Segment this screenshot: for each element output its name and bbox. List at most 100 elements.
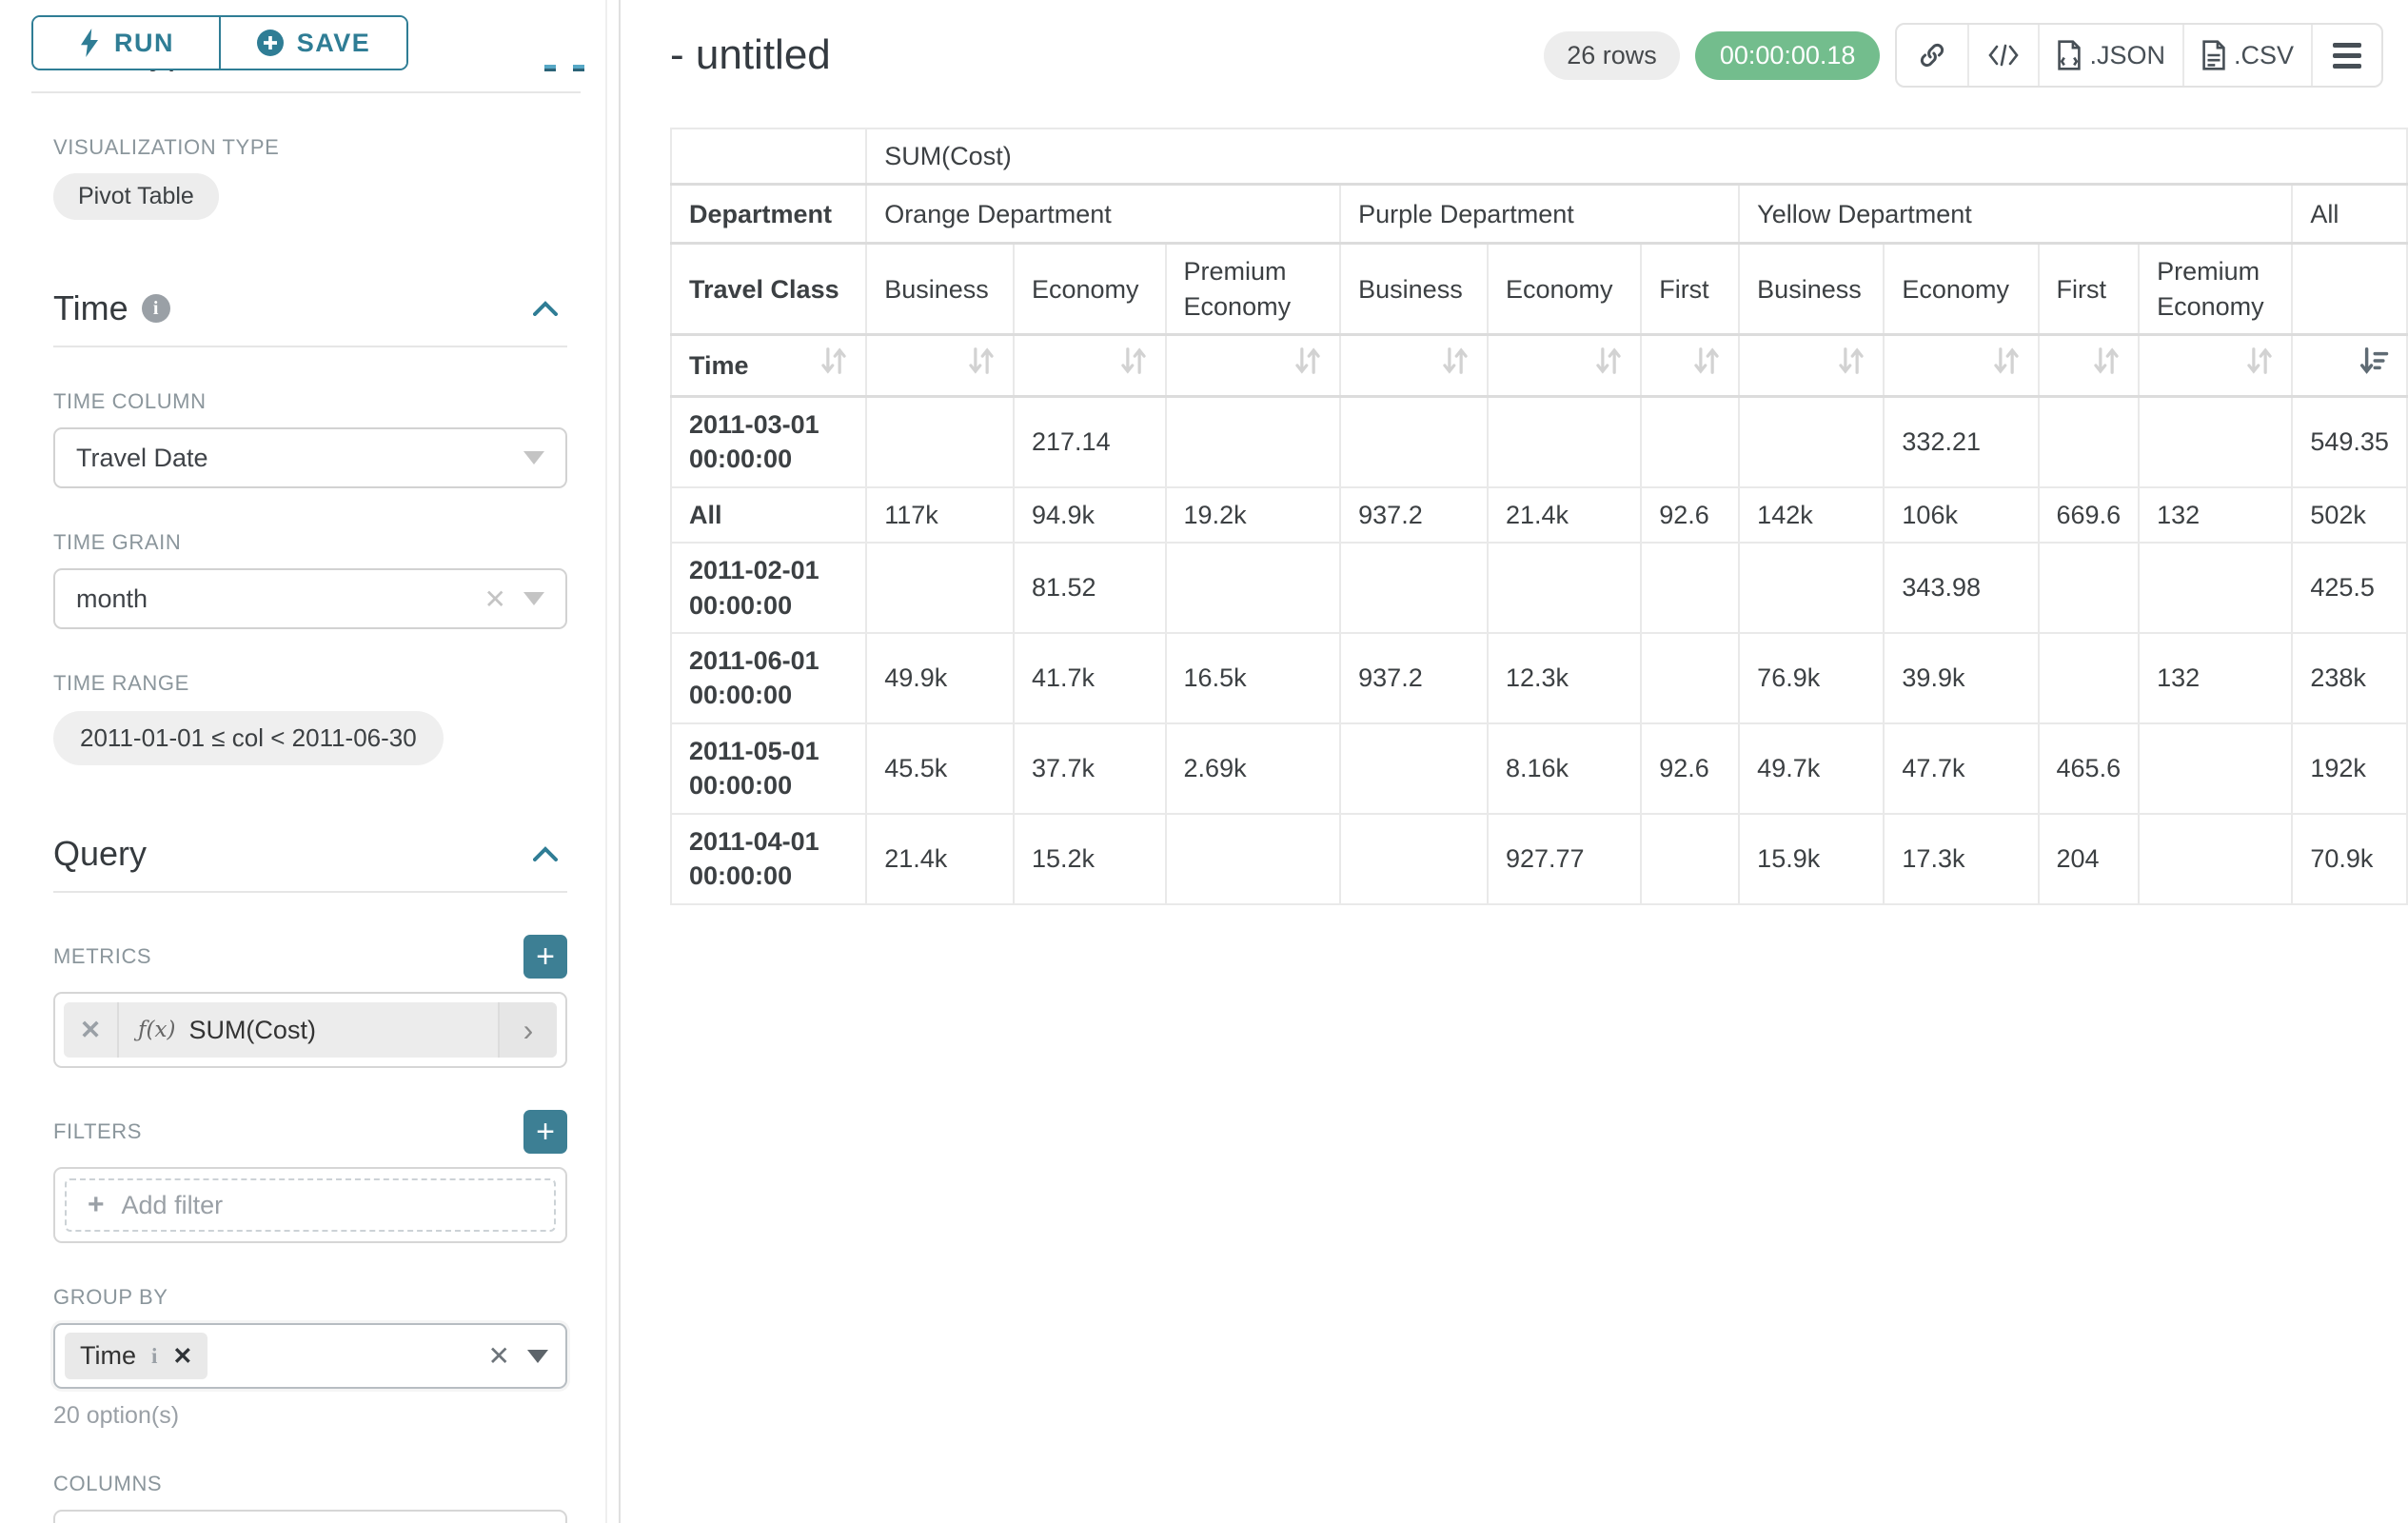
value-cell: 92.6 <box>1640 485 1741 544</box>
sort-icon[interactable] <box>865 333 1015 398</box>
value-cell: 937.2 <box>1339 485 1489 544</box>
value-cell: 2.69k <box>1164 722 1342 815</box>
class-header: Business <box>1738 242 1885 337</box>
scrolled-icon-fragment <box>573 65 584 71</box>
value-cell <box>1164 542 1342 634</box>
group-by-select[interactable]: Time i ✕ ✕ <box>53 1323 567 1389</box>
value-cell: 12.3k <box>1486 631 1643 724</box>
export-csv-button[interactable]: .CSV <box>2181 25 2311 86</box>
fx-icon: ƒ(x) <box>138 1018 176 1042</box>
value-cell <box>1339 395 1489 488</box>
time-axis-label[interactable]: Time <box>669 333 868 398</box>
time-grain-value: month <box>76 583 148 613</box>
link-icon <box>1921 43 1944 68</box>
sort-icon[interactable] <box>2138 333 2294 398</box>
remove-tag-icon[interactable]: ✕ <box>172 1342 193 1370</box>
save-button[interactable]: SAVE <box>221 17 406 69</box>
group-header: All <box>2291 183 2408 246</box>
sort-icon[interactable] <box>2291 333 2408 398</box>
time-column-select[interactable]: Travel Date <box>53 427 567 488</box>
expand-metric-icon[interactable]: › <box>498 1002 557 1058</box>
table-row: 2011-02-01 00:00:00 81.52 343.98 425.5 <box>669 542 2408 634</box>
value-cell <box>1738 542 1885 634</box>
value-cell <box>1339 812 1489 905</box>
sort-icon[interactable] <box>2037 333 2141 398</box>
collapse-chevron-icon[interactable] <box>533 301 558 316</box>
visualization-type-value[interactable]: Pivot Table <box>53 173 219 220</box>
metric-item[interactable]: ✕ ƒ(x) SUM(Cost) › <box>64 1002 557 1058</box>
row-header: 2011-05-01 00:00:00 <box>669 722 868 815</box>
value-cell: 41.7k <box>1013 631 1167 724</box>
value-cell: 17.3k <box>1883 812 2040 905</box>
clear-icon[interactable]: ✕ <box>484 583 506 614</box>
value-cell: 927.77 <box>1486 812 1643 905</box>
add-filter-dropzone[interactable]: + Add filter <box>65 1178 556 1232</box>
value-cell: 465.6 <box>2037 722 2141 815</box>
chevron-down-icon <box>527 1349 548 1363</box>
travel-class-axis-label: Travel Class <box>669 242 868 337</box>
add-metric-button[interactable]: + <box>523 935 567 979</box>
value-cell: 70.9k <box>2291 812 2408 905</box>
metric-header: SUM(Cost) <box>865 128 2408 187</box>
collapse-chevron-icon[interactable] <box>533 846 558 861</box>
value-cell: 549.35 <box>2291 395 2408 488</box>
value-cell <box>2138 812 2294 905</box>
value-cell <box>1339 542 1489 634</box>
value-cell: 132 <box>2138 485 2294 544</box>
view-query-button[interactable] <box>1967 25 2038 86</box>
sort-icon[interactable] <box>1339 333 1489 398</box>
sort-icon[interactable] <box>1013 333 1167 398</box>
more-menu-button[interactable] <box>2311 25 2381 86</box>
sort-icon[interactable] <box>1640 333 1741 398</box>
value-cell <box>865 395 1015 488</box>
visualization-type-label: VISUALIZATION TYPE <box>53 135 280 159</box>
value-cell: 106k <box>1883 485 2040 544</box>
remove-metric-icon[interactable]: ✕ <box>64 1002 119 1058</box>
sort-icon[interactable] <box>1883 333 2040 398</box>
run-save-button-group: RUN SAVE <box>31 15 408 70</box>
sort-icon[interactable] <box>1486 333 1643 398</box>
lightning-icon <box>81 29 98 57</box>
time-grain-select[interactable]: month ✕ <box>53 568 567 629</box>
value-cell: 39.9k <box>1883 631 2040 724</box>
table-row: 2011-05-01 00:00:00 45.5k 37.7k 2.69k 8.16k 9… <box>669 722 2408 815</box>
time-grain-label: TIME GRAIN <box>53 530 182 554</box>
value-cell <box>865 542 1015 634</box>
value-cell <box>1738 395 1885 488</box>
metrics-container: ✕ ƒ(x) SUM(Cost) › <box>53 992 567 1068</box>
value-cell <box>2138 395 2294 488</box>
value-cell: 21.4k <box>1486 485 1643 544</box>
export-json-button[interactable]: .JSON <box>2038 25 2182 86</box>
group-by-tag[interactable]: Time i ✕ <box>65 1333 208 1379</box>
value-cell <box>1640 542 1741 634</box>
value-cell: 937.2 <box>1339 631 1489 724</box>
control-panel-sidebar: Chart Type RUN SAVE VISUALIZATION TYPE P… <box>0 0 621 1523</box>
run-button[interactable]: RUN <box>33 17 221 69</box>
row-header: 2011-06-01 00:00:00 <box>669 631 868 724</box>
row-header: 2011-02-01 00:00:00 <box>669 542 868 634</box>
clear-icon[interactable]: ✕ <box>487 1341 510 1371</box>
sort-icon[interactable] <box>1164 333 1342 398</box>
sort-icon[interactable] <box>1738 333 1885 398</box>
menu-icon <box>2333 42 2361 69</box>
metrics-label: METRICS <box>53 944 152 968</box>
divider <box>53 891 567 893</box>
value-cell <box>1640 812 1741 905</box>
add-filter-button[interactable]: + <box>523 1110 567 1154</box>
divider <box>53 346 567 347</box>
chart-title[interactable]: - untitled <box>670 31 831 78</box>
row-header: 2011-04-01 00:00:00 <box>669 812 868 905</box>
copy-link-button[interactable] <box>1897 25 1967 86</box>
value-cell: 21.4k <box>865 812 1015 905</box>
filters-container: + Add filter <box>53 1167 567 1243</box>
value-cell <box>1640 395 1741 488</box>
time-range-value[interactable]: 2011-01-01 ≤ col < 2011-06-30 <box>53 711 444 765</box>
sort-icon[interactable] <box>819 346 848 385</box>
value-cell: 81.52 <box>1013 542 1167 634</box>
value-cell <box>1339 722 1489 815</box>
chevron-down-icon <box>523 592 544 605</box>
scrolled-icon-fragment <box>544 65 556 71</box>
columns-select[interactable]: Department ✕ Travel Class ✕ ✕ <box>53 1510 567 1523</box>
department-axis-label: Department <box>669 183 868 246</box>
